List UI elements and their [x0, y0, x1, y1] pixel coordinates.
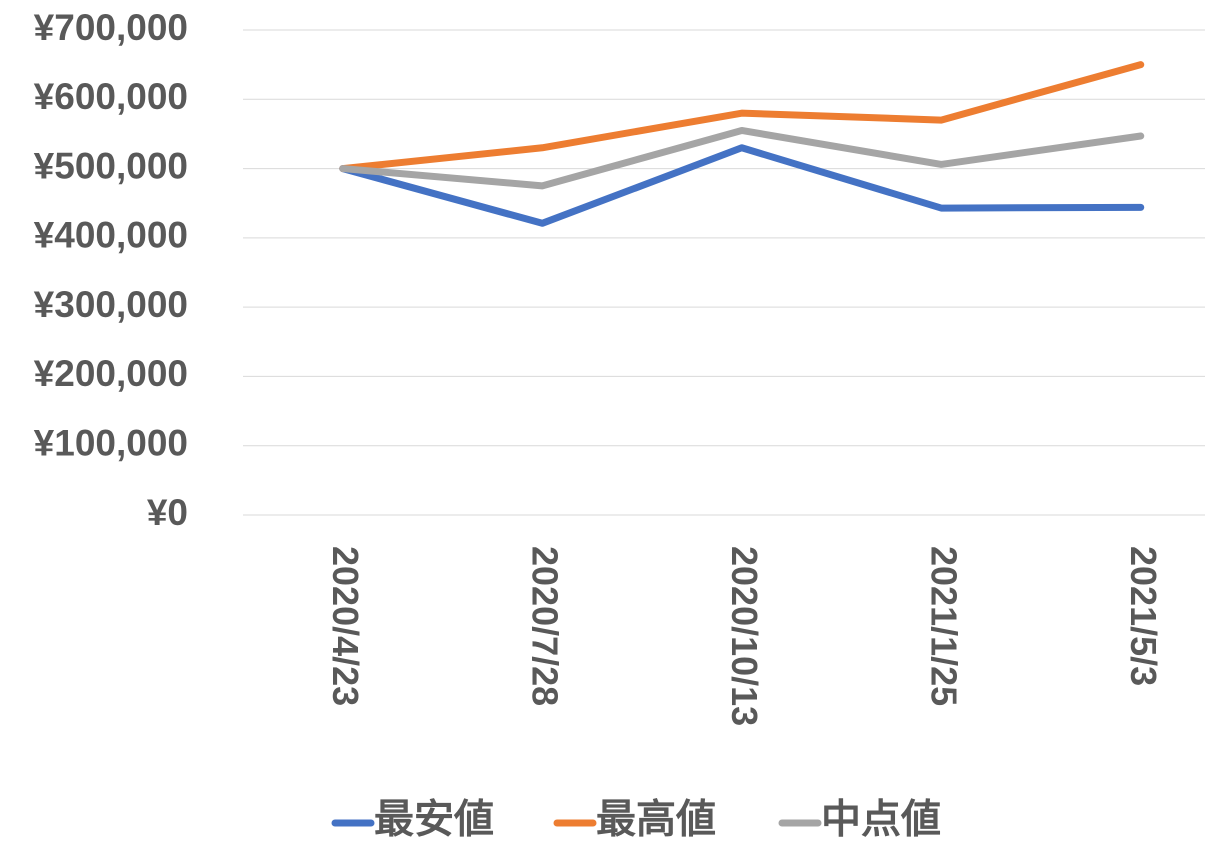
x-tick-label: 2021/5/3	[1123, 546, 1164, 686]
legend-label: 最高値	[596, 798, 716, 842]
y-tick-label: ¥300,000	[34, 284, 188, 325]
y-tick-label: ¥400,000	[34, 215, 188, 256]
line-series	[339, 126, 1145, 190]
y-tick-label: ¥700,000	[34, 7, 188, 48]
line-series	[339, 144, 1145, 227]
y-tick-label: ¥100,000	[34, 422, 188, 463]
x-tick-label: 2020/4/23	[325, 546, 366, 706]
y-tick-label: ¥600,000	[34, 76, 188, 117]
legend-label: 最安値	[374, 798, 494, 842]
x-tick-label: 2021/1/25	[924, 546, 965, 706]
x-tick-label: 2020/7/28	[525, 546, 566, 706]
y-tick-label: ¥0	[147, 492, 188, 533]
y-tick-label: ¥500,000	[34, 145, 188, 186]
line-series	[339, 61, 1145, 173]
y-tick-label: ¥200,000	[34, 353, 188, 394]
x-tick-label: 2020/10/13	[724, 546, 765, 726]
legend-label: 中点値	[821, 798, 941, 842]
